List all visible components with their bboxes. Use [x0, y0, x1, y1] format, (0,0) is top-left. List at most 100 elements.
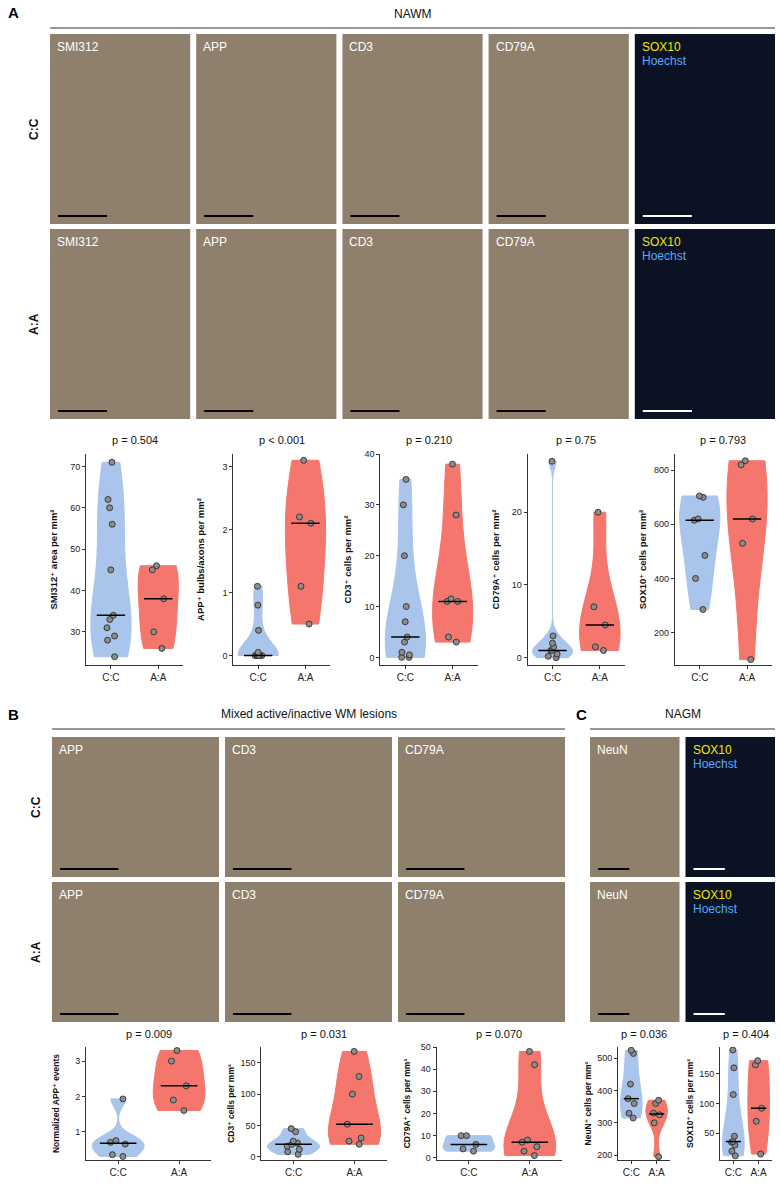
svg-text:A:A: A:A	[445, 672, 461, 683]
svg-text:SOX10⁺ cells per mm²: SOX10⁺ cells per mm²	[685, 1059, 695, 1148]
svg-text:A:A: A:A	[171, 1167, 187, 1178]
svg-text:p = 0.793: p = 0.793	[700, 434, 746, 446]
svg-text:SMI312: SMI312	[57, 235, 99, 249]
svg-text:10: 10	[421, 1131, 431, 1141]
svg-text:C:C: C:C	[29, 796, 43, 818]
svg-text:CD3⁺ cells per mm²: CD3⁺ cells per mm²	[342, 516, 353, 604]
svg-text:CD79A: CD79A	[405, 743, 444, 757]
svg-text:B: B	[8, 706, 19, 723]
svg-text:CD3: CD3	[349, 40, 373, 54]
svg-text:50: 50	[246, 1121, 256, 1131]
svg-text:C:C: C:C	[102, 672, 119, 683]
svg-text:0: 0	[251, 1152, 256, 1162]
svg-text:C:C: C:C	[623, 1167, 640, 1178]
svg-text:1: 1	[75, 1127, 80, 1137]
svg-text:SOX10: SOX10	[642, 40, 681, 54]
svg-text:30: 30	[421, 1086, 431, 1096]
svg-text:30: 30	[70, 627, 80, 637]
svg-text:150: 150	[241, 1058, 256, 1068]
svg-text:3: 3	[75, 1056, 80, 1066]
svg-text:p = 0.036: p = 0.036	[621, 1028, 667, 1040]
svg-text:APP: APP	[59, 743, 83, 757]
svg-text:50: 50	[421, 1042, 431, 1052]
svg-text:70: 70	[70, 462, 80, 472]
svg-text:A: A	[8, 4, 19, 21]
svg-text:Hoechst: Hoechst	[693, 757, 738, 771]
svg-text:60: 60	[70, 503, 80, 513]
svg-text:p = 0.404: p = 0.404	[723, 1028, 769, 1040]
svg-text:Hoechst: Hoechst	[642, 249, 687, 263]
svg-text:50: 50	[70, 544, 80, 554]
svg-text:400: 400	[654, 574, 669, 584]
svg-text:p = 0.504: p = 0.504	[112, 434, 158, 446]
svg-text:CD79A: CD79A	[496, 235, 535, 249]
svg-text:20: 20	[512, 507, 522, 517]
svg-text:20: 20	[365, 551, 375, 561]
svg-text:NeuN: NeuN	[597, 743, 628, 757]
svg-text:0: 0	[222, 651, 227, 661]
svg-text:10: 10	[365, 602, 375, 612]
svg-text:A:A: A:A	[29, 941, 43, 963]
svg-text:A:A: A:A	[739, 672, 755, 683]
svg-text:C:C: C:C	[691, 672, 708, 683]
svg-text:CD79A⁺ cells per mm²: CD79A⁺ cells per mm²	[490, 509, 501, 609]
svg-text:APP: APP	[203, 235, 227, 249]
svg-text:SMI312⁺ area per mm²: SMI312⁺ area per mm²	[48, 509, 59, 609]
svg-text:p = 0.210: p = 0.210	[406, 434, 452, 446]
svg-text:p = 0.031: p = 0.031	[301, 1028, 347, 1040]
svg-text:30: 30	[365, 500, 375, 510]
svg-text:p = 0.75: p = 0.75	[556, 434, 596, 446]
svg-text:SOX10: SOX10	[642, 235, 681, 249]
svg-text:SOX10⁺ cells per mm²: SOX10⁺ cells per mm²	[637, 510, 648, 610]
svg-text:C:C: C:C	[544, 672, 561, 683]
svg-text:A:A: A:A	[522, 1167, 538, 1178]
svg-text:A:A: A:A	[592, 672, 608, 683]
svg-text:SOX10: SOX10	[693, 888, 732, 902]
svg-text:NAWM: NAWM	[394, 7, 432, 21]
svg-text:A:A: A:A	[346, 1167, 362, 1178]
svg-text:A:A: A:A	[751, 1167, 767, 1178]
svg-text:C:C: C:C	[250, 672, 267, 683]
svg-text:Hoechst: Hoechst	[642, 54, 687, 68]
svg-text:0: 0	[517, 653, 522, 663]
svg-text:40: 40	[421, 1064, 431, 1074]
svg-text:CD3: CD3	[232, 743, 256, 757]
svg-text:20: 20	[421, 1109, 431, 1119]
svg-text:Normalized APP⁺ events: Normalized APP⁺ events	[51, 1054, 61, 1153]
svg-text:APP: APP	[59, 888, 83, 902]
svg-text:CD79A: CD79A	[405, 888, 444, 902]
svg-text:50: 50	[704, 1128, 714, 1138]
svg-text:C: C	[576, 706, 587, 723]
svg-text:200: 200	[654, 628, 669, 638]
svg-text:p < 0.001: p < 0.001	[259, 434, 305, 446]
svg-text:C:C: C:C	[27, 118, 41, 140]
svg-text:40: 40	[70, 586, 80, 596]
svg-text:NeuN: NeuN	[597, 888, 628, 902]
svg-text:200: 200	[597, 1150, 612, 1160]
svg-text:600: 600	[654, 519, 669, 529]
svg-text:100: 100	[699, 1099, 714, 1109]
svg-text:A:A: A:A	[150, 672, 166, 683]
svg-text:p = 0.009: p = 0.009	[126, 1028, 172, 1040]
svg-text:Hoechst: Hoechst	[693, 902, 738, 916]
svg-text:C:C: C:C	[725, 1167, 742, 1178]
svg-text:3: 3	[222, 462, 227, 472]
svg-text:NAGM: NAGM	[665, 707, 701, 721]
svg-text:p = 0.070: p = 0.070	[476, 1028, 522, 1040]
svg-text:400: 400	[597, 1086, 612, 1096]
svg-text:NeuN⁺ cells per mm²: NeuN⁺ cells per mm²	[583, 1061, 593, 1145]
svg-text:40: 40	[365, 449, 375, 459]
svg-text:C:C: C:C	[110, 1167, 127, 1178]
svg-text:10: 10	[512, 580, 522, 590]
svg-text:150: 150	[699, 1069, 714, 1079]
svg-text:2: 2	[222, 525, 227, 535]
svg-text:0: 0	[370, 653, 375, 663]
svg-text:2: 2	[75, 1092, 80, 1102]
svg-text:CD3⁺ cells per mm²: CD3⁺ cells per mm²	[226, 1064, 236, 1143]
svg-text:CD79A⁺ cells per mm²: CD79A⁺ cells per mm²	[402, 1059, 412, 1149]
svg-text:A:A: A:A	[649, 1167, 665, 1178]
svg-text:A:A: A:A	[27, 313, 41, 335]
svg-text:300: 300	[597, 1118, 612, 1128]
svg-text:C:C: C:C	[397, 672, 414, 683]
svg-text:APP: APP	[203, 40, 227, 54]
